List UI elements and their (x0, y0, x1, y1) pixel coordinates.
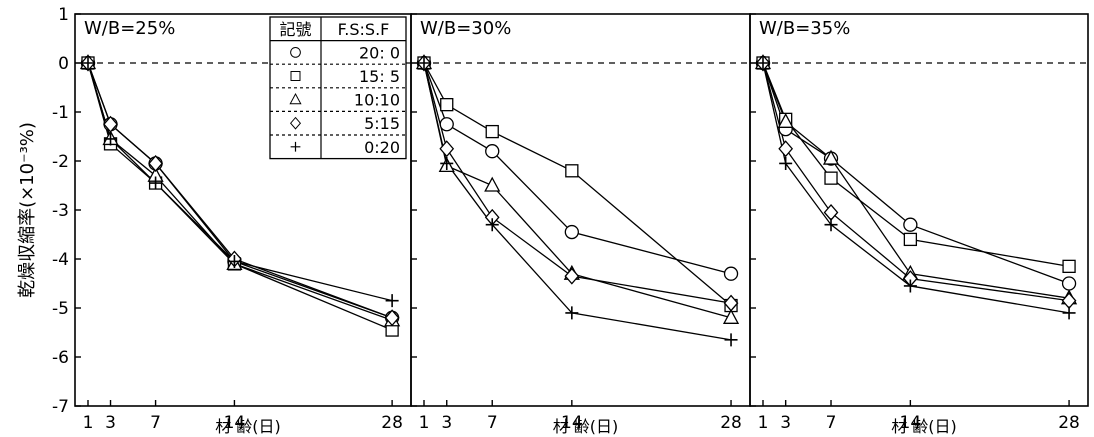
plus-marker (565, 306, 579, 320)
x-tick-label: 3 (780, 413, 791, 433)
plus-marker (385, 294, 399, 308)
panel-title: W/B=35% (759, 18, 850, 39)
diamond-marker (148, 154, 163, 172)
square-marker (290, 71, 301, 81)
x-tick-label: 28 (720, 413, 742, 433)
legend-header-ratio: F.S:S.F (338, 20, 390, 39)
triangle-marker (777, 112, 794, 128)
plus-marker (227, 254, 241, 268)
circle-marker (485, 144, 500, 159)
diamond-marker (103, 115, 118, 133)
diamond-marker (564, 267, 580, 285)
y-tick-label: -4 (52, 250, 69, 270)
panel-title: W/B=25% (84, 18, 175, 39)
y-tick-label: -6 (52, 348, 69, 368)
circle-marker (564, 224, 579, 240)
square-marker (440, 98, 454, 112)
x-tick-label: 7 (487, 413, 498, 433)
panel-2: 1 3 7 14 28 材 齢(日) W/B=30% (410, 13, 751, 436)
plus-marker (824, 218, 838, 232)
legend-marker-diamond (289, 116, 302, 130)
y-tick-label: 1 (58, 5, 69, 25)
plus-marker (903, 279, 917, 293)
x-tick-label: 28 (381, 413, 403, 433)
y-tick-label: -5 (52, 299, 69, 319)
legend-marker-circle (290, 47, 301, 58)
legend-marker-plus (290, 141, 301, 152)
y-tick-label: -2 (52, 152, 69, 172)
circle-marker (290, 47, 301, 58)
diamond-marker (778, 140, 794, 158)
x-tick-label: 14 (900, 413, 922, 433)
plus-marker (149, 176, 163, 190)
circle-marker (723, 266, 739, 281)
triangle-marker (484, 176, 501, 192)
x-axis-title: 材 齢(日) (553, 417, 619, 436)
diamond-marker (384, 309, 400, 327)
series-line-circle (762, 62, 1070, 285)
diamond-marker (723, 294, 739, 312)
legend-marker-triangle (289, 92, 302, 105)
panel-1: 1 3 7 14 28 材 齢(日) W/B=25% (74, 13, 412, 436)
panel-frame (410, 13, 751, 407)
plus-marker (417, 56, 431, 70)
panel-frame (749, 13, 1089, 407)
x-tick-label: 3 (105, 413, 116, 433)
y-tick-label: 0 (58, 54, 69, 74)
legend-marker-square (290, 71, 301, 81)
triangle-marker (289, 92, 302, 105)
diamond-marker (439, 140, 455, 158)
plus-marker (1062, 306, 1076, 320)
x-tick-label: 14 (224, 413, 246, 433)
plus-marker (81, 56, 95, 70)
plus-marker (756, 56, 770, 70)
plus-marker (724, 333, 738, 347)
plus-marker (290, 141, 301, 152)
x-tick-label: 7 (826, 413, 837, 433)
plus-marker (485, 218, 499, 232)
diamond-marker (1061, 292, 1077, 310)
x-tick-label: 1 (83, 413, 94, 433)
legend-label: 15: 5 (359, 67, 400, 86)
x-tick-label: 1 (758, 413, 769, 433)
x-axis-title: 材 齢(日) (215, 417, 281, 436)
legend-header-symbol: 記號 (279, 20, 311, 39)
y-tick-label: -3 (52, 201, 69, 221)
triangle-marker (822, 149, 840, 165)
square-marker (903, 232, 918, 247)
x-tick-label: 3 (441, 413, 452, 433)
plus-marker (104, 132, 118, 146)
circle-marker (1061, 276, 1077, 291)
x-tick-label: 7 (150, 413, 161, 433)
y-axis-title: 乾燥収縮率(×10⁻³%) (17, 122, 38, 298)
x-axis-title: 材 齢(日) (891, 417, 957, 436)
plus-marker (779, 156, 793, 170)
x-tick-label: 1 (419, 413, 430, 433)
legend-label: 0:20 (364, 138, 400, 157)
circle-marker (439, 117, 454, 132)
legend: 記號 F.S:S.F 20: 0 15: 5 10:10 5:15 0:20 (269, 16, 407, 160)
triangle-marker (722, 308, 740, 324)
legend-label: 10:10 (354, 91, 400, 110)
plus-marker (440, 156, 454, 170)
square-marker (824, 171, 838, 185)
legend-label: 5:15 (364, 114, 400, 133)
circle-marker (903, 217, 918, 232)
series-line-diamond (762, 62, 1070, 302)
square-marker (565, 164, 579, 178)
x-tick-label: 28 (1058, 413, 1080, 433)
panel-title: W/B=30% (420, 18, 511, 39)
diamond-marker (289, 116, 302, 130)
series-line-plus (423, 62, 732, 341)
y-tick-label: -1 (52, 103, 69, 123)
x-tick-label: 14 (561, 413, 583, 433)
panel-3: 1 3 7 14 28 材 齢(日) W/B=35% (749, 13, 1089, 436)
legend-label: 20: 0 (359, 43, 400, 62)
square-marker (485, 124, 499, 139)
y-tick-label: -7 (52, 397, 69, 417)
square-marker (1062, 259, 1076, 274)
